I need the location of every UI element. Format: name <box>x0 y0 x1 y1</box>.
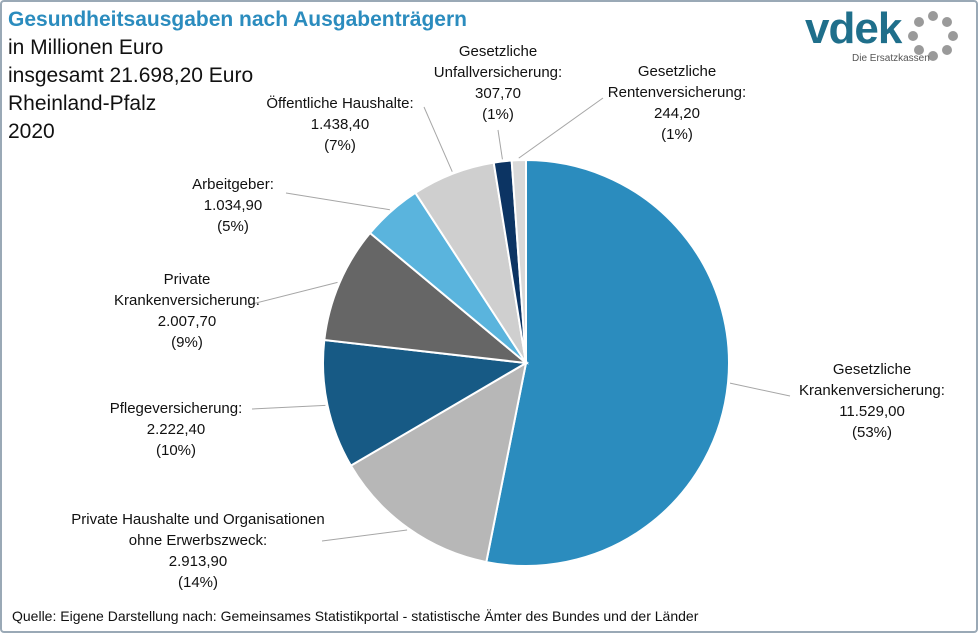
leader-line-2 <box>251 404 326 410</box>
leader-line-3 <box>247 281 338 306</box>
chart-title: Gesundheitsausgaben nach Ausgabenträgern <box>8 8 467 31</box>
data-label-7: Gesetzliche Rentenversicherung: 244,20 (1%) <box>608 63 746 143</box>
data-label-2: Pflegeversicherung: 2.222,40 (10%) <box>110 400 243 459</box>
leader-line-1 <box>321 529 408 542</box>
chart-title-block: Gesundheitsausgaben nach Ausgabenträgern… <box>8 6 467 146</box>
pie-slice-3 <box>323 231 530 365</box>
chart-subtitle-year: 2020 <box>8 120 55 143</box>
pie-slice-0 <box>485 158 730 567</box>
data-label-5: Öffentliche Haushalte: 1.438,40 (7%) <box>266 94 413 154</box>
data-label-1: Private Haushalte und Organisationen ohne… <box>71 511 325 591</box>
logo-tagline: Die Ersatzkassen <box>852 53 930 64</box>
pie-slice-1 <box>349 361 528 564</box>
leader-line-7 <box>518 97 604 159</box>
pie-slice-2 <box>321 338 530 468</box>
chart-subtitle-region: Rheinland-Pfalz <box>8 92 157 115</box>
leader-line-5 <box>423 106 453 172</box>
logo-wordmark: vdek <box>805 4 902 53</box>
vdek-logo: vdek Die Ersatzkassen <box>805 4 970 70</box>
leader-line-0 <box>729 382 791 397</box>
logo-ring-icon <box>908 11 958 61</box>
data-label-0: Gesetzliche Krankenversicherung: 11.529,00… <box>799 361 945 441</box>
leader-line-6 <box>497 129 503 160</box>
data-label-6: Gesetzliche Unfallversicherung: 307,70 (1%) <box>434 43 562 123</box>
chart-subtitle-unit: in Millionen Euro <box>8 36 164 59</box>
source-note: Quelle: Eigene Darstellung nach: Gemeins… <box>12 608 699 624</box>
pie-slice-7 <box>510 158 527 364</box>
data-label-4: Arbeitgeber: 1.034,90 (5%) <box>192 176 274 235</box>
data-label-3: Private Krankenversicherung: 2.007,70 (9%) <box>114 271 260 351</box>
chart-subtitle-total: insgesamt 21.698,20 Euro <box>8 64 254 87</box>
leader-line-4 <box>285 192 390 211</box>
